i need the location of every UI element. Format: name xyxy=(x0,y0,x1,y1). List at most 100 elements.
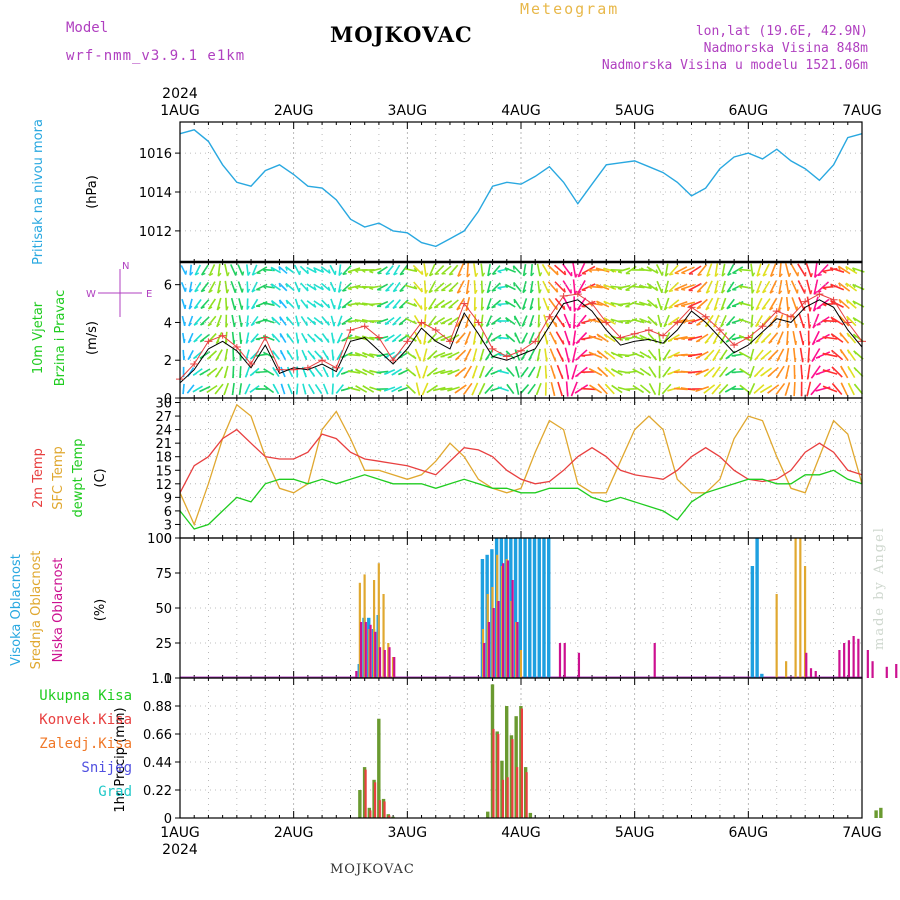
wind-barb-head xyxy=(754,356,759,361)
cloud-low-bar xyxy=(374,631,377,678)
wind-barb-head xyxy=(617,271,623,274)
wind-barb-head xyxy=(680,387,685,390)
wind-barb-head xyxy=(423,340,427,345)
wind-barb xyxy=(720,314,727,328)
wind-barb-head xyxy=(809,290,813,295)
wind-barb-head xyxy=(184,287,187,292)
cloud-low-bar xyxy=(497,601,500,678)
wind-barb-head xyxy=(194,272,200,276)
wind-barb xyxy=(180,265,187,275)
wind-barb-head xyxy=(822,270,827,274)
wind-barb xyxy=(697,264,708,276)
wind-barb xyxy=(806,279,812,295)
wind-barb-head xyxy=(575,357,580,361)
wind-barb-head xyxy=(852,333,857,338)
wind-barb-head xyxy=(336,339,341,344)
wind-barb-head xyxy=(492,272,497,276)
wind-barb xyxy=(447,316,460,326)
wind-barb-head xyxy=(305,338,308,343)
wind-barb-head xyxy=(787,306,791,312)
wind-barb-head xyxy=(271,333,275,338)
wind-barb xyxy=(180,281,187,293)
wind-barb-head xyxy=(413,302,418,307)
wind-barb-head xyxy=(463,357,468,362)
wind-barb-head xyxy=(449,273,454,276)
wind-barb-head xyxy=(725,339,731,343)
cloud-mid-bar xyxy=(363,574,366,678)
wind-barb-head xyxy=(217,272,222,277)
footer-station: MOJKOVAC xyxy=(330,862,415,877)
wind-barb xyxy=(529,297,534,311)
wind-barb-head xyxy=(497,386,502,390)
wind-barb-head xyxy=(311,389,315,395)
wind-barb-head xyxy=(354,352,359,356)
wind-barb-head xyxy=(664,306,668,311)
wind-barb-head xyxy=(647,302,652,307)
wind-barb-head xyxy=(852,284,856,289)
wind-barb xyxy=(413,298,423,310)
wind-barb xyxy=(812,296,819,312)
wind-barb xyxy=(542,297,550,311)
wind-barb xyxy=(278,299,288,309)
wind-barb xyxy=(456,280,465,294)
wind-barb-head xyxy=(354,269,359,273)
wind-barb-head xyxy=(193,339,198,343)
wind-barb xyxy=(674,301,688,307)
wind-barb xyxy=(230,264,237,276)
wind-barb xyxy=(369,267,382,273)
wind-barb-head xyxy=(262,318,267,323)
wind-barb-head xyxy=(815,356,821,359)
wind-barb xyxy=(573,313,576,329)
wind-barb-head xyxy=(466,273,471,278)
wind-barb-head xyxy=(287,383,291,388)
wind-barb xyxy=(330,298,336,310)
wind-barb xyxy=(750,263,754,277)
wind-barb xyxy=(216,314,223,328)
wind-barb-head xyxy=(562,322,565,328)
wind-barb-head xyxy=(762,273,767,277)
wind-barb-head xyxy=(748,390,752,396)
y-tick-label: 1012 xyxy=(139,225,172,240)
wind-barb-head xyxy=(312,372,316,377)
wind-barb-head xyxy=(822,336,827,340)
cloud-low-bar xyxy=(511,580,514,678)
wind-barb xyxy=(668,281,680,293)
wind-barb-head xyxy=(189,271,194,276)
wind-barb xyxy=(320,282,331,292)
wind-barb-head xyxy=(852,300,856,305)
wind-barb-head xyxy=(271,350,275,355)
wind-barb-head xyxy=(319,372,323,377)
wind-barb-head xyxy=(497,270,502,274)
wind-barb-head xyxy=(427,323,433,327)
wind-barb xyxy=(347,267,361,273)
wind-barb-head xyxy=(588,285,593,290)
wind-barb xyxy=(485,315,493,327)
wind-barb xyxy=(464,314,471,328)
wind-barb-head xyxy=(361,269,366,273)
wind-barb-head xyxy=(484,373,489,378)
wind-barb-head xyxy=(667,339,673,342)
precip-conv-bar xyxy=(378,800,381,818)
cloud-low-bar xyxy=(483,643,486,678)
wind-barb xyxy=(845,299,857,309)
pressure-unit-label: (hPa) xyxy=(85,175,100,209)
wind-barb-head xyxy=(840,365,844,371)
wind-barb-head xyxy=(421,270,424,275)
wind-barb-head xyxy=(589,384,594,389)
wind-barb-head xyxy=(822,303,827,307)
wind-barb-head xyxy=(209,272,214,277)
wind-barb-head xyxy=(497,303,502,307)
wind-barb xyxy=(797,280,806,294)
wind-barb-head xyxy=(486,306,491,311)
wind-barb-head xyxy=(767,390,772,394)
wind-barb-head xyxy=(392,322,397,326)
wind-barb-head xyxy=(242,271,245,276)
wind-barb xyxy=(294,298,300,310)
wind-barb-head xyxy=(513,299,516,304)
wind-barb-head xyxy=(280,366,283,372)
y-tick-label: 0 xyxy=(164,672,172,687)
wind-barb-head xyxy=(206,373,211,377)
wind-barb-head xyxy=(326,372,329,378)
wind-barb xyxy=(369,285,382,289)
wind-barb-head xyxy=(369,369,374,373)
